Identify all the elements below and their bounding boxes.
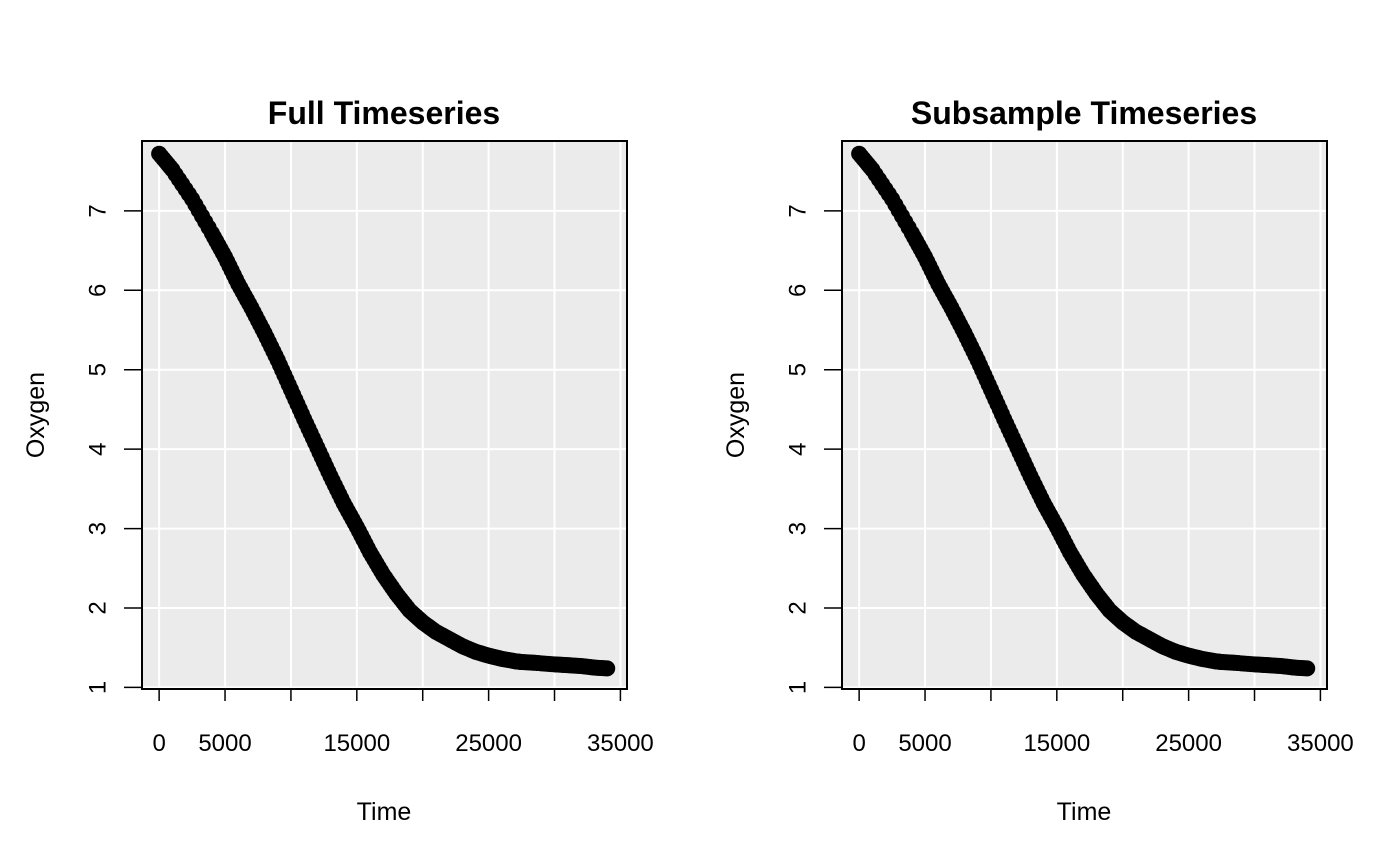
y-tick-label: 4 xyxy=(85,442,112,455)
plot-background xyxy=(142,141,627,689)
x-axis-label: Time xyxy=(357,798,412,826)
x-tick-label: 35000 xyxy=(1287,730,1354,757)
y-tick-label: 4 xyxy=(785,442,812,455)
y-tick-label: 6 xyxy=(785,284,812,297)
data-point xyxy=(599,660,616,677)
plot-background xyxy=(842,141,1327,689)
y-tick-label: 6 xyxy=(85,284,112,297)
panel-title: Full Timeseries xyxy=(268,95,500,131)
x-tick-label: 5000 xyxy=(898,730,951,757)
y-tick-label: 5 xyxy=(785,363,812,376)
y-tick-label: 2 xyxy=(785,601,812,614)
y-tick-label: 1 xyxy=(785,681,812,694)
x-tick-label: 0 xyxy=(152,730,165,757)
data-point xyxy=(1299,660,1316,677)
x-tick-label: 15000 xyxy=(323,730,390,757)
x-tick-label: 0 xyxy=(852,730,865,757)
y-axis-label: Oxygen xyxy=(722,372,750,458)
x-tick-label: 25000 xyxy=(1155,730,1222,757)
panel-title: Subsample Timeseries xyxy=(911,95,1257,131)
y-tick-label: 5 xyxy=(85,363,112,376)
x-tick-label: 35000 xyxy=(587,730,654,757)
y-tick-label: 2 xyxy=(85,601,112,614)
panel-subsample-timeseries: Subsample Timeseries Time Oxygen 0 5000 15… xyxy=(722,95,1354,826)
x-axis-label: Time xyxy=(1057,798,1112,826)
y-tick-label: 7 xyxy=(85,204,112,217)
y-tick-label: 1 xyxy=(85,681,112,694)
y-tick-label: 3 xyxy=(84,522,111,535)
x-tick-label: 5000 xyxy=(198,730,251,757)
y-tick-label: 3 xyxy=(784,522,811,535)
y-axis-label: Oxygen xyxy=(22,372,50,458)
panel-full-timeseries: Full Timeseries Time Oxygen 0 5000 15000 25… xyxy=(22,95,654,826)
x-tick-label: 25000 xyxy=(455,730,522,757)
y-tick-label: 7 xyxy=(785,204,812,217)
x-tick-label: 15000 xyxy=(1023,730,1090,757)
